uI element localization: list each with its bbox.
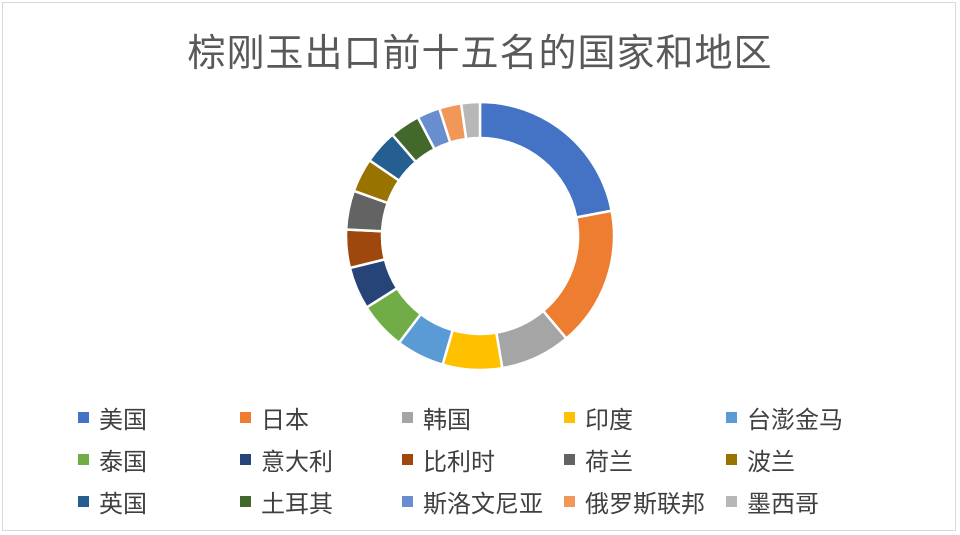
legend-swatch xyxy=(564,453,575,465)
legend-label: 泰国 xyxy=(99,447,147,476)
legend-item: 韩国 xyxy=(402,400,564,435)
legend-item: 斯洛文尼亚 xyxy=(402,484,564,519)
donut-slice-15 xyxy=(459,100,482,141)
legend-item: 土耳其 xyxy=(240,484,402,519)
legend-swatch xyxy=(240,411,251,423)
legend-swatch xyxy=(78,411,89,423)
legend-swatch xyxy=(564,411,575,423)
legend-item: 墨西哥 xyxy=(726,484,888,519)
legend-label: 土耳其 xyxy=(261,489,333,518)
legend-label: 意大利 xyxy=(261,447,333,476)
legend-label: 比利时 xyxy=(423,447,495,476)
legend-item: 意大利 xyxy=(240,442,402,477)
legend-swatch xyxy=(240,453,251,465)
donut-slice-2 xyxy=(541,209,616,341)
legend-label: 韩国 xyxy=(423,405,471,434)
legend-item: 荷兰 xyxy=(564,442,726,477)
donut-slice-1 xyxy=(478,100,614,220)
legend-item: 台澎金马 xyxy=(726,400,888,435)
legend-label: 美国 xyxy=(99,405,147,434)
legend-swatch xyxy=(726,411,737,423)
legend-swatch xyxy=(402,411,413,423)
legend-item: 俄罗斯联邦 xyxy=(564,484,726,519)
legend-label: 墨西哥 xyxy=(747,489,819,518)
legend-label: 日本 xyxy=(261,405,309,434)
legend-row: 泰国 意大利 比利时 荷兰 波兰 xyxy=(78,438,898,480)
legend-label: 俄罗斯联邦 xyxy=(585,489,705,518)
legend-label: 台澎金马 xyxy=(747,405,843,434)
legend-swatch xyxy=(726,453,737,465)
legend-label: 荷兰 xyxy=(585,447,633,476)
legend-item: 英国 xyxy=(78,484,240,519)
legend-row: 美国 日本 韩国 印度 台澎金马 xyxy=(78,396,898,438)
legend-swatch xyxy=(78,453,89,465)
legend-item: 比利时 xyxy=(402,442,564,477)
legend-item: 日本 xyxy=(240,400,402,435)
chart-legend: 美国 日本 韩国 印度 台澎金马泰国 意大利 比利时 荷兰 波兰英国 土耳其 斯洛文尼亚 俄罗斯联邦 墨… xyxy=(78,396,898,522)
legend-swatch xyxy=(726,495,737,507)
legend-row: 英国 土耳其 斯洛文尼亚 俄罗斯联邦 墨西哥 xyxy=(78,480,898,522)
legend-label: 波兰 xyxy=(747,447,795,476)
legend-swatch xyxy=(402,495,413,507)
legend-swatch xyxy=(402,453,413,465)
legend-label: 印度 xyxy=(585,405,633,434)
legend-swatch xyxy=(240,495,251,507)
chart-title: 棕刚玉出口前十五名的国家和地区 xyxy=(187,31,773,75)
legend-item: 印度 xyxy=(564,400,726,435)
legend-item: 泰国 xyxy=(78,442,240,477)
legend-swatch xyxy=(564,495,575,507)
legend-item: 波兰 xyxy=(726,442,888,477)
legend-label: 英国 xyxy=(99,489,147,518)
legend-item: 美国 xyxy=(78,400,240,435)
legend-label: 斯洛文尼亚 xyxy=(423,489,543,518)
legend-swatch xyxy=(78,495,89,507)
